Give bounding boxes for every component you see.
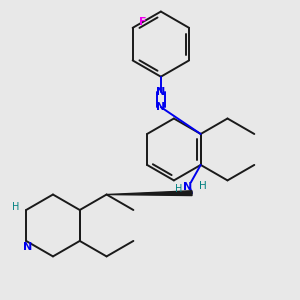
Text: H: H xyxy=(199,181,207,190)
Text: N: N xyxy=(156,102,166,112)
Polygon shape xyxy=(106,191,192,196)
Text: N: N xyxy=(156,87,166,97)
Text: N: N xyxy=(22,242,32,253)
Text: H: H xyxy=(12,202,19,212)
Text: F: F xyxy=(139,17,146,27)
Text: H: H xyxy=(175,184,183,194)
Text: N: N xyxy=(183,182,192,192)
